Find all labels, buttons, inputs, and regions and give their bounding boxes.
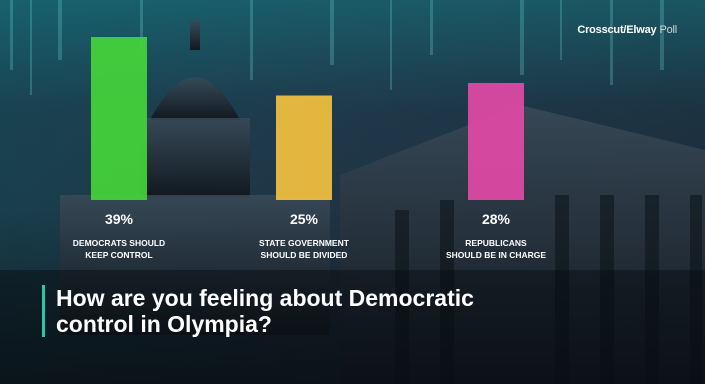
brand-suffix: Poll (659, 24, 677, 36)
bar-2 (276, 95, 332, 200)
bar-1 (91, 37, 147, 200)
brand-name: Crosscut/Elway (577, 24, 657, 36)
value-label-3: 28% (482, 211, 511, 227)
bar-3 (468, 82, 524, 200)
headline-text: How are you feeling about Democratic con… (56, 285, 474, 337)
category-label-2: STATE GOVERNMENT SHOULD BE DIVIDED (259, 238, 350, 260)
category-label-3: REPUBLICANS SHOULD BE IN CHARGE (446, 238, 546, 260)
value-label-2: 25% (290, 211, 319, 227)
category-label-1: DEMOCRATS SHOULD KEEP CONTROL (73, 238, 165, 260)
value-label-1: 39% (105, 211, 134, 227)
headline: How are you feeling about Democratic con… (42, 285, 526, 337)
brand-logo: Crosscut/Elway Poll (577, 24, 677, 36)
